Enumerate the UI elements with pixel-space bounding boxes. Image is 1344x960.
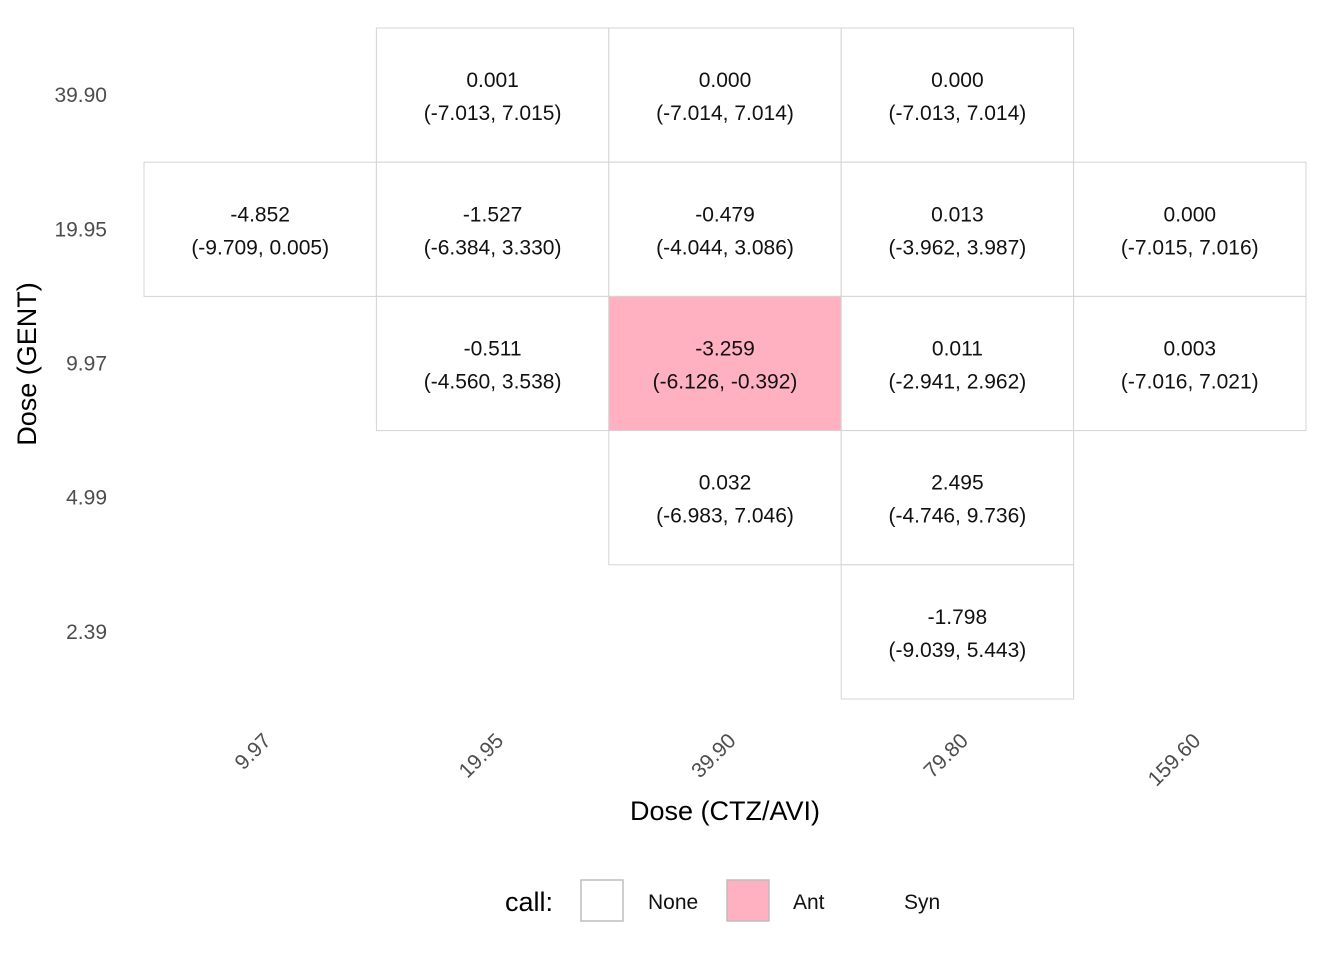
heatmap-cell: 0.001 (-7.013, 7.015) <box>375 27 610 163</box>
heatmap-cell: 0.000 (-7.014, 7.014) <box>608 27 842 163</box>
heatmap-cell-rect <box>1073 161 1307 297</box>
cell-value-label: -0.479 <box>695 203 755 226</box>
heatmap-cell: 0.003 (-7.016, 7.021) <box>1073 295 1307 432</box>
cell-ci-label: (-9.709, 0.005) <box>191 236 329 259</box>
heatmap-cell: 0.011 (-2.941, 2.962) <box>840 295 1075 432</box>
heatmap-cell-rect <box>840 27 1075 163</box>
y-tick-labels: 39.90 19.95 9.97 4.99 2.39 <box>54 84 107 644</box>
cell-ci-label: (-4.560, 3.538) <box>424 371 562 394</box>
y-tick-label: 2.39 <box>66 621 107 644</box>
y-tick-label: 9.97 <box>66 353 107 376</box>
cell-ci-label: (-6.983, 7.046) <box>656 505 794 528</box>
cell-ci-label: (-7.015, 7.016) <box>1121 236 1259 259</box>
cell-ci-label: (-7.016, 7.021) <box>1121 371 1259 394</box>
cell-value-label: 0.003 <box>1164 338 1217 361</box>
cell-value-label: 0.000 <box>699 69 752 92</box>
cell-value-label: 0.000 <box>1164 203 1217 226</box>
heatmap-cell-rect <box>608 295 842 432</box>
heatmap-cell: 0.000 (-7.015, 7.016) <box>1073 161 1307 297</box>
x-tick-labels: 9.97 19.95 39.90 79.80 159.60 <box>231 729 1206 791</box>
legend-label: Ant <box>793 891 825 914</box>
cell-ci-label: (-7.013, 7.015) <box>424 102 562 125</box>
heatmap-cell: -3.259 (-6.126, -0.392) <box>608 295 842 432</box>
cell-value-label: 0.013 <box>931 203 984 226</box>
x-tick-label: 79.80 <box>920 729 973 782</box>
cell-ci-label: (-4.044, 3.086) <box>656 236 794 259</box>
heatmap-cell: -0.479 (-4.044, 3.086) <box>608 161 842 297</box>
heatmap-cell-rect <box>608 430 842 566</box>
cell-value-label: 0.032 <box>699 472 752 495</box>
legend-item: Ant <box>726 879 825 922</box>
heatmap-cell: -1.527 (-6.384, 3.330) <box>375 161 610 297</box>
heatmap-cell: -0.511 (-4.560, 3.538) <box>375 295 610 432</box>
legend-key <box>726 879 770 922</box>
heatmap-cell-rect <box>840 430 1075 566</box>
x-tick-label: 19.95 <box>455 729 508 782</box>
heatmap-cell-rect <box>375 161 610 297</box>
heatmap-cell: 0.013 (-3.962, 3.987) <box>840 161 1075 297</box>
cell-value-label: -0.511 <box>464 338 522 361</box>
legend-item: Syn <box>904 891 940 914</box>
x-tick-label: 39.90 <box>687 729 740 782</box>
cell-value-label: -3.259 <box>695 338 755 361</box>
cells-layer: 0.001 (-7.013, 7.015) 0.000 (-7.014, 7.014)… <box>143 27 1307 700</box>
legend-item: None <box>580 879 698 922</box>
cell-ci-label: (-6.384, 3.330) <box>424 236 562 259</box>
heatmap-cell-rect <box>375 27 610 163</box>
cell-ci-label: (-7.014, 7.014) <box>656 102 794 125</box>
heatmap-cell-rect <box>840 295 1075 432</box>
heatmap-cell-rect <box>840 161 1075 297</box>
cell-value-label: 0.000 <box>931 69 984 92</box>
y-tick-label: 4.99 <box>66 487 107 510</box>
x-tick-label: 9.97 <box>231 729 276 774</box>
legend-label: Syn <box>904 891 940 914</box>
y-tick-label: 19.95 <box>54 218 107 241</box>
cell-value-label: -4.852 <box>230 203 290 226</box>
heatmap-cell-rect <box>143 161 377 297</box>
cell-value-label: -1.527 <box>463 203 523 226</box>
heatmap-cell: 2.495 (-4.746, 9.736) <box>840 430 1075 566</box>
cell-value-label: 0.001 <box>466 69 519 92</box>
legend: call: None Ant Syn <box>505 879 940 922</box>
heatmap-cell-rect <box>608 161 842 297</box>
legend-label: None <box>648 891 698 914</box>
y-tick-label: 39.90 <box>54 84 107 107</box>
x-axis-title: Dose (CTZ/AVI) <box>630 796 820 826</box>
cell-value-label: 2.495 <box>931 472 984 495</box>
cell-value-label: 0.011 <box>932 338 983 361</box>
cell-value-label: -1.798 <box>928 606 988 629</box>
heatmap-cell: -4.852 (-9.709, 0.005) <box>143 161 377 297</box>
y-axis-title: Dose (GENT) <box>12 282 42 446</box>
heatmap-cell: 0.032 (-6.983, 7.046) <box>608 430 842 566</box>
x-tick-label: 159.60 <box>1144 729 1206 791</box>
cell-ci-label: (-4.746, 9.736) <box>889 505 1027 528</box>
legend-title: call: <box>505 887 553 917</box>
cell-ci-label: (-2.941, 2.962) <box>889 371 1027 394</box>
heatmap-cell-rect <box>840 564 1075 700</box>
cell-ci-label: (-3.962, 3.987) <box>889 236 1027 259</box>
heatmap-cell-rect <box>608 27 842 163</box>
cell-ci-label: (-6.126, -0.392) <box>653 371 798 394</box>
legend-key <box>580 879 624 922</box>
cell-ci-label: (-9.039, 5.443) <box>889 639 1027 662</box>
heatmap-cell: -1.798 (-9.039, 5.443) <box>840 564 1075 700</box>
heatmap-cell-rect <box>375 295 610 432</box>
heatmap-cell-rect <box>1073 295 1307 432</box>
heatmap-cell: 0.000 (-7.013, 7.014) <box>840 27 1075 163</box>
cell-ci-label: (-7.013, 7.014) <box>889 102 1027 125</box>
